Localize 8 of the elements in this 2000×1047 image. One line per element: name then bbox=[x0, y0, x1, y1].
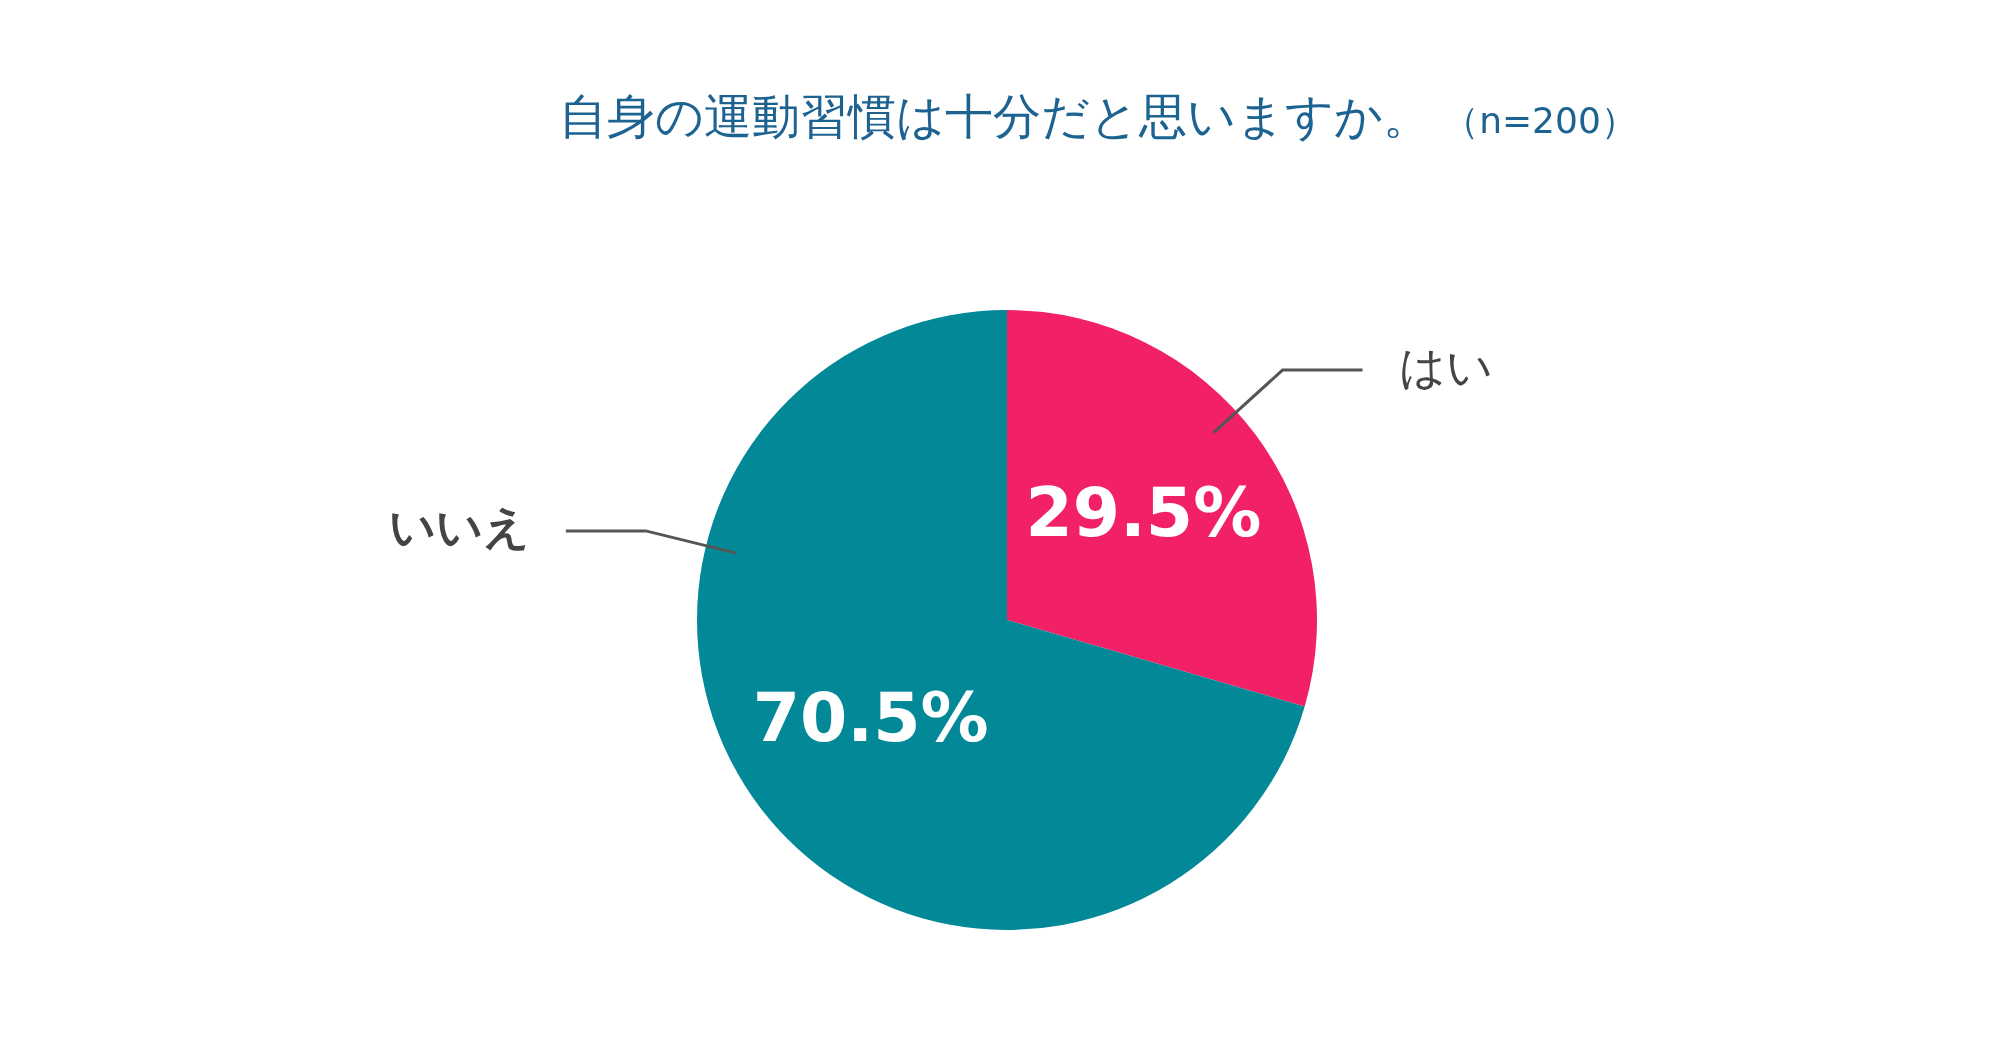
slice-label: はい bbox=[1398, 339, 1493, 394]
slice-label: いいえ bbox=[388, 500, 530, 555]
pie-slice bbox=[697, 310, 1305, 930]
chart-subtitle: （n=200） bbox=[1443, 100, 1637, 141]
pie-slice bbox=[1007, 310, 1317, 707]
data-label: 29.5% bbox=[1025, 473, 1262, 553]
data-label: 70.5% bbox=[752, 677, 989, 757]
chart-title: 自身の運動習慣は十分だと思いますか。 bbox=[559, 88, 1432, 144]
